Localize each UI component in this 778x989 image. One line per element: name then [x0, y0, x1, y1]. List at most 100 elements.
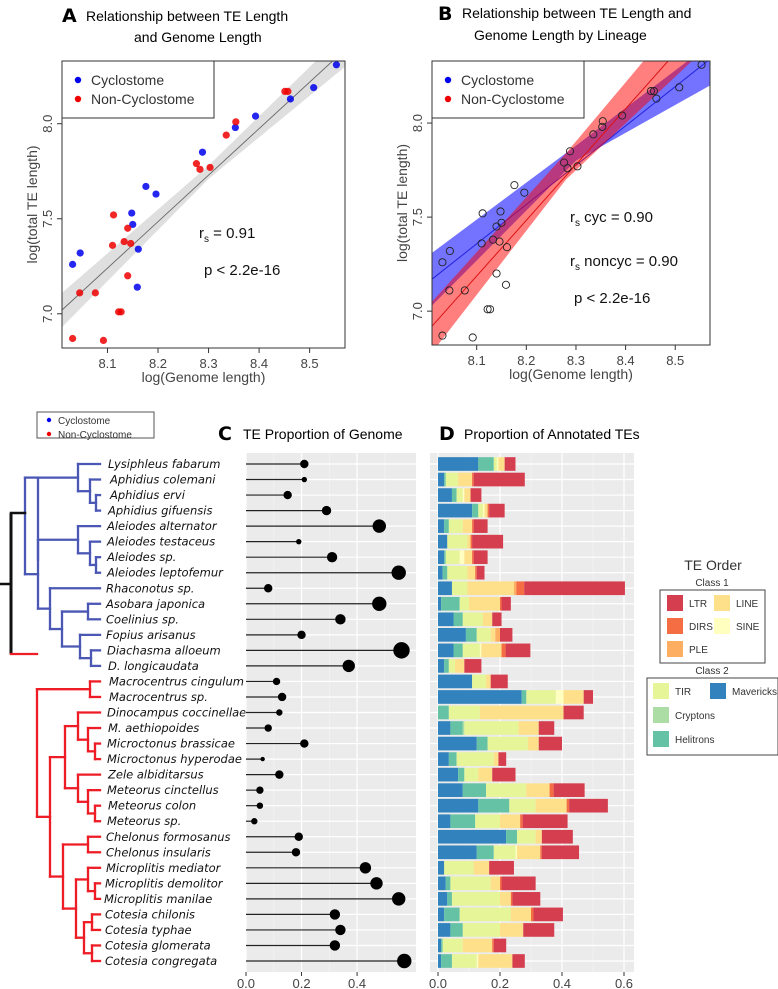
x-tick-label: 0.6	[615, 976, 633, 989]
bar-segment-mavericks	[438, 643, 454, 658]
bar-segment-line	[462, 938, 493, 953]
bar-segment-line	[563, 690, 584, 704]
legend-swatch-ple	[667, 641, 683, 657]
lollipop-head	[335, 924, 346, 936]
bar-segment-tir	[459, 596, 469, 611]
bar-segment-helitrons	[450, 814, 476, 829]
bar-segment-dirs	[566, 798, 570, 813]
bar-segment-ltr	[473, 472, 525, 487]
bar-segment-tir	[448, 659, 456, 673]
bar-segment-ltr	[541, 829, 573, 844]
bar-segment-tir	[444, 860, 474, 875]
legend-label: Helitrons	[675, 735, 714, 746]
x-tick-label: 0.4	[348, 976, 366, 989]
lollipop-head	[283, 490, 292, 500]
legend-group-title: Class 2	[695, 666, 729, 677]
bar-segment-dirs	[500, 876, 502, 891]
y-tick-label: 8.0	[410, 114, 425, 132]
r-symbol: r	[570, 253, 575, 270]
data-point	[124, 272, 132, 280]
species-label: Lysiphleus fabarum	[108, 457, 220, 471]
species-label: Cotesia congregata	[105, 954, 217, 968]
species-label: D. longicaudata	[108, 659, 199, 673]
bar-segment-helitrons	[521, 690, 527, 704]
r-value: = 0.91	[209, 225, 255, 242]
bar-segment-ltr	[493, 938, 507, 953]
legend-swatch-dirs	[667, 618, 683, 634]
legend-dot-non-cyclostome	[444, 95, 452, 103]
bar-segment-helitrons	[450, 721, 463, 735]
data-point	[501, 280, 511, 289]
bar-segment-mavericks	[438, 798, 479, 813]
data-point	[589, 130, 598, 139]
bar-segment-ltr	[489, 860, 514, 875]
data-point	[675, 83, 684, 92]
bar-segment-mavericks	[438, 488, 452, 502]
lollipop-head	[359, 862, 372, 874]
data-point	[492, 222, 501, 231]
data-point	[438, 331, 447, 340]
species-label: Microctonus hyperodae	[107, 752, 242, 766]
bar-segment-ltr	[498, 752, 507, 766]
legend-title: TE Order	[684, 557, 742, 573]
bar-segment-ltr	[501, 876, 536, 891]
bar-segment-dirs	[472, 472, 474, 487]
x-axis-label: log(Genome length)	[509, 366, 633, 382]
bar-segment-line	[490, 628, 496, 642]
data-point	[120, 237, 128, 246]
legend-dot-cyclostome	[444, 76, 452, 84]
bar-segment-mavericks	[438, 472, 445, 487]
legend-dot-cyclostome	[74, 76, 82, 84]
x-tick-label: 8.2	[149, 356, 167, 371]
data-point	[646, 87, 655, 96]
panel-a-title: A Relationship between TE Length and Gen…	[62, 5, 288, 45]
panel-d-title-text: Proportion of Annotated TEs	[464, 426, 640, 442]
bar-segment-line	[469, 596, 500, 611]
species-label: Aleiodes sp.	[106, 550, 176, 564]
data-point	[495, 237, 504, 246]
species-label: Macrocentrus cingulum	[109, 674, 244, 688]
bar-segment-ltr	[476, 565, 485, 580]
tree-legend: Cyclostome Non-Cyclostome	[36, 411, 155, 441]
bar-segment-ltr	[473, 519, 488, 533]
legend-swatch-helitrons	[653, 731, 669, 747]
species-label: M. aethiopoides	[108, 721, 199, 735]
bar-segment-mavericks	[438, 876, 446, 891]
x-tick-label: 8.1	[98, 356, 116, 371]
bar-segment-tir	[462, 612, 483, 627]
legend-swatch-tir	[653, 683, 669, 699]
lollipop-head	[251, 818, 258, 825]
bar-segment-tir	[447, 534, 468, 549]
bar-segment-mavericks	[438, 721, 451, 735]
bar-segment-line	[500, 892, 511, 906]
bar-segment-mavericks	[438, 565, 443, 580]
x-tick-label: 0.2	[491, 976, 509, 989]
data-point	[251, 112, 260, 120]
lollipop-head	[300, 459, 309, 469]
bar-segment-tir	[464, 721, 519, 735]
bar-segment-ple	[513, 581, 517, 596]
lollipop-head	[329, 940, 341, 951]
bar-segment-dirs	[520, 814, 523, 829]
legend-group-title: Class 1	[695, 578, 729, 589]
bar-segment-ltr	[492, 767, 516, 782]
species-label: Aleiodes alternator	[106, 519, 218, 533]
bar-segment-ltr	[464, 659, 482, 673]
lollipop-head	[329, 909, 341, 920]
data-point	[438, 258, 447, 267]
bar-segment-mavericks	[438, 767, 459, 782]
bar-segment-tir	[459, 907, 511, 922]
p-value: p < 2.2e-16	[204, 262, 280, 279]
lollipop-head	[291, 848, 301, 857]
bar-segment-tir	[450, 876, 491, 891]
data-point	[133, 283, 141, 291]
data-point	[76, 289, 84, 297]
bar-segment-line	[467, 565, 476, 580]
bar-segment-ltr	[492, 612, 502, 627]
legend-label: Cyclostome	[461, 72, 534, 88]
species-label: Zele albiditarsus	[107, 768, 204, 782]
bar-segment-line	[526, 783, 550, 797]
data-point	[460, 286, 469, 295]
cyclostome-legend-dot	[46, 417, 52, 423]
panel-b-title: B Relationship between TE Length and Gen…	[438, 3, 691, 43]
